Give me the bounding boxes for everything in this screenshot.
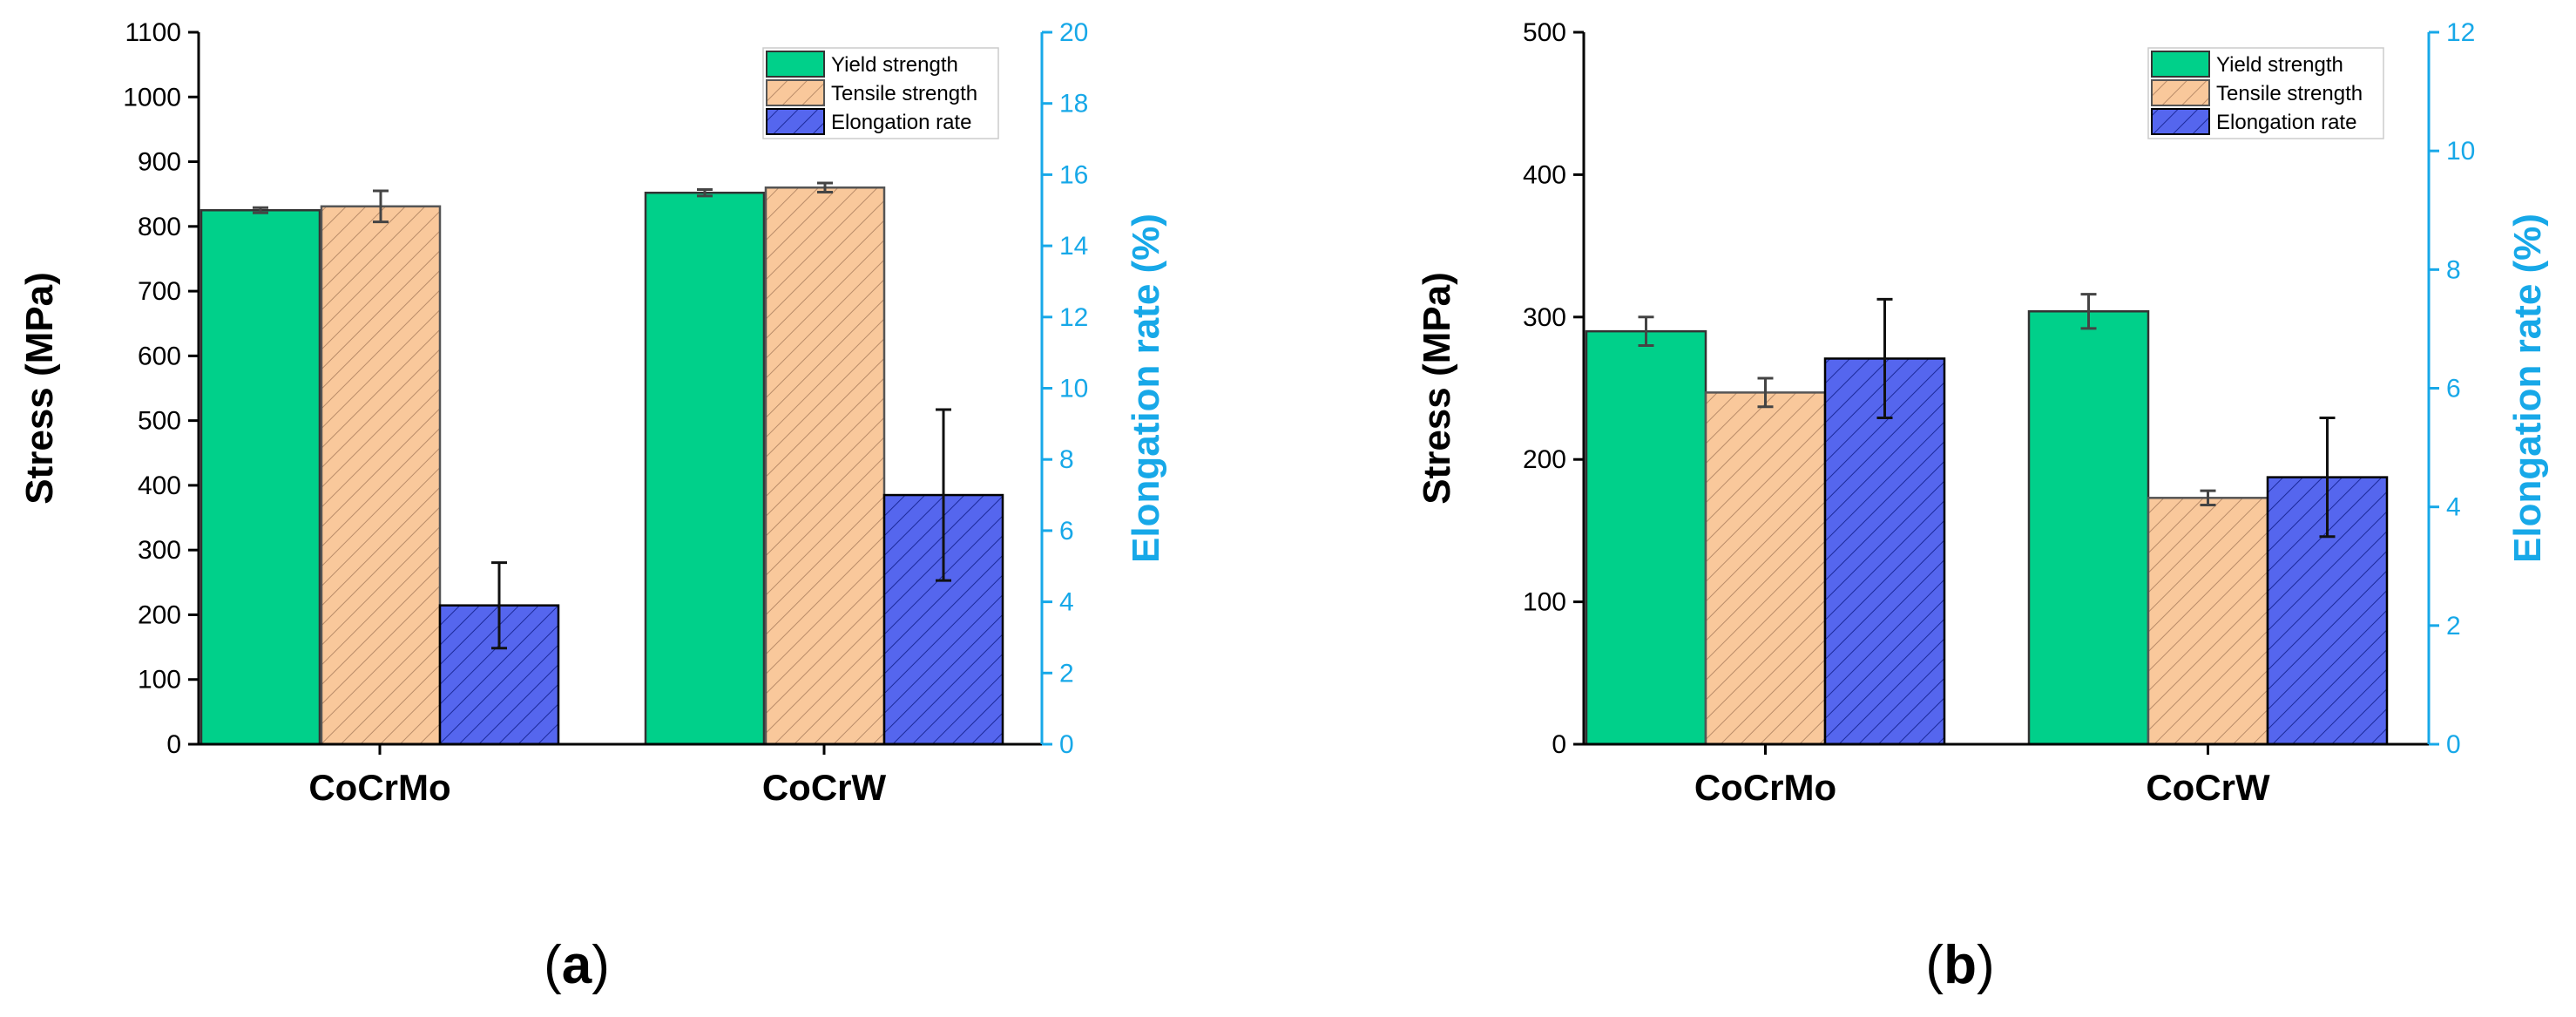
panel-caption-open-paren: ( — [544, 935, 562, 995]
error-bar-tensile-cocrmo — [1757, 376, 1774, 409]
y2-axis-title: Elongation rate (%) — [1125, 214, 1167, 563]
bar-tensile-cocrw — [764, 186, 886, 746]
bar-tensile-cocrmo — [1704, 391, 1827, 746]
right-tick-label: 6 — [2446, 375, 2461, 403]
right-tick-label: 0 — [1059, 730, 1074, 759]
legend-swatch-yield — [2151, 51, 2210, 78]
right-tick-label: 0 — [2446, 730, 2461, 759]
legend-label-elongation: Elongation rate — [2216, 111, 2356, 134]
error-bar-tensile-cocrmo — [373, 189, 389, 224]
bar-elongation-cocrmo — [1823, 357, 1946, 746]
error-bar-elongation-cocrmo — [491, 561, 507, 650]
error-bar-yield-cocrw — [2080, 293, 2097, 330]
left-tick-label: 600 — [138, 342, 181, 370]
error-bar-yield-cocrmo — [1638, 315, 1654, 347]
right-tick-label: 12 — [2446, 18, 2475, 47]
legend-swatch-yield — [766, 51, 825, 78]
category-label-cocrmo: CoCrMo — [308, 767, 450, 808]
legend-label-tensile: Tensile strength — [831, 82, 977, 105]
left-tick-label: 1100 — [125, 18, 181, 47]
error-bar-tensile-cocrw — [817, 181, 833, 193]
error-bar-yield-cocrw — [697, 187, 713, 198]
left-tick-label: 200 — [138, 600, 181, 629]
bar-yield-cocrw — [2027, 310, 2150, 746]
right-tick-label: 12 — [1059, 303, 1088, 332]
panel-caption: (b) — [1925, 935, 1994, 995]
right-tick-label: 10 — [2446, 137, 2475, 166]
right-tick-label: 20 — [1059, 18, 1088, 47]
error-bar-tensile-cocrw — [2200, 489, 2216, 506]
right-tick-label: 8 — [1059, 445, 1074, 474]
left-tick-label: 300 — [138, 536, 181, 565]
right-tick-label: 4 — [2446, 493, 2461, 522]
legend-swatch-tensile — [766, 79, 825, 106]
right-tick-label: 4 — [1059, 588, 1074, 617]
y2-axis-title: Elongation rate (%) — [2506, 214, 2549, 563]
left-tick-label: 1000 — [123, 83, 181, 112]
left-tick-label: 700 — [138, 277, 181, 306]
right-tick-label: 8 — [2446, 255, 2461, 284]
legend-label-yield: Yield strength — [2216, 53, 2343, 77]
chart-panel-b: 0 100 200 300 400 500 0 2 4 6 8 10 12 CoCrMo CoCrW Stre… — [1416, 18, 2549, 995]
legend: Yield strength Tensile strength Elongation… — [762, 47, 999, 139]
panel-caption-letter: b — [1944, 935, 1977, 995]
y-axis-title: Stress (MPa) — [1416, 272, 1458, 505]
category-label-cocrw: CoCrW — [2146, 767, 2270, 808]
panel-caption-open-paren: ( — [1925, 935, 1944, 995]
bar-tensile-cocrw — [2147, 497, 2269, 746]
left-tick-label: 0 — [1552, 730, 1566, 759]
legend-label-elongation: Elongation rate — [831, 111, 971, 134]
legend-label-tensile: Tensile strength — [2216, 82, 2363, 105]
left-tick-label: 300 — [1523, 303, 1566, 332]
left-tick-label: 0 — [166, 730, 181, 759]
left-tick-label: 900 — [138, 148, 181, 177]
right-tick-label: 18 — [1059, 90, 1088, 119]
chart-panel-a: 0 100 200 300 400 500 600 700 800 900 1000 1100 0 2 4 6… — [18, 18, 1167, 995]
right-tick-label: 10 — [1059, 375, 1088, 403]
y-axis-title: Stress (MPa) — [18, 272, 61, 505]
left-tick-label: 800 — [138, 213, 181, 241]
error-bar-elongation-cocrw — [2319, 417, 2336, 539]
panel-caption-close-paren: ) — [1977, 935, 1995, 995]
error-bar-yield-cocrmo — [253, 206, 268, 214]
right-tick-label: 16 — [1059, 160, 1088, 189]
bar-yield-cocrmo — [199, 209, 321, 746]
right-tick-label: 6 — [1059, 517, 1074, 546]
panel-caption-close-paren: ) — [592, 935, 610, 995]
category-label-cocrmo: CoCrMo — [1694, 767, 1836, 808]
panel-caption: (a) — [544, 935, 610, 995]
panel-caption-letter: a — [562, 935, 592, 995]
left-tick-label: 100 — [1523, 588, 1566, 617]
left-tick-label: 500 — [138, 407, 181, 436]
right-tick-label: 14 — [1059, 232, 1088, 261]
category-label-cocrw: CoCrW — [762, 767, 887, 808]
bar-tensile-cocrmo — [320, 205, 442, 746]
left-tick-label: 400 — [138, 471, 181, 500]
error-bar-elongation-cocrmo — [1876, 297, 1893, 420]
legend-label-yield: Yield strength — [831, 53, 958, 77]
left-tick-label: 200 — [1523, 445, 1566, 474]
legend-swatch-elongation — [766, 108, 825, 135]
bar-yield-cocrmo — [1585, 329, 1707, 746]
error-bar-elongation-cocrw — [936, 408, 951, 582]
right-tick-label: 2 — [1059, 659, 1074, 688]
left-tick-label: 400 — [1523, 160, 1566, 189]
bar-yield-cocrw — [644, 191, 766, 746]
legend-swatch-tensile — [2151, 79, 2210, 106]
legend-swatch-elongation — [2151, 108, 2210, 135]
legend: Yield strength Tensile strength Elongation… — [2147, 47, 2384, 139]
left-tick-label: 500 — [1523, 18, 1566, 47]
right-tick-label: 2 — [2446, 612, 2461, 641]
left-tick-label: 100 — [138, 666, 181, 695]
